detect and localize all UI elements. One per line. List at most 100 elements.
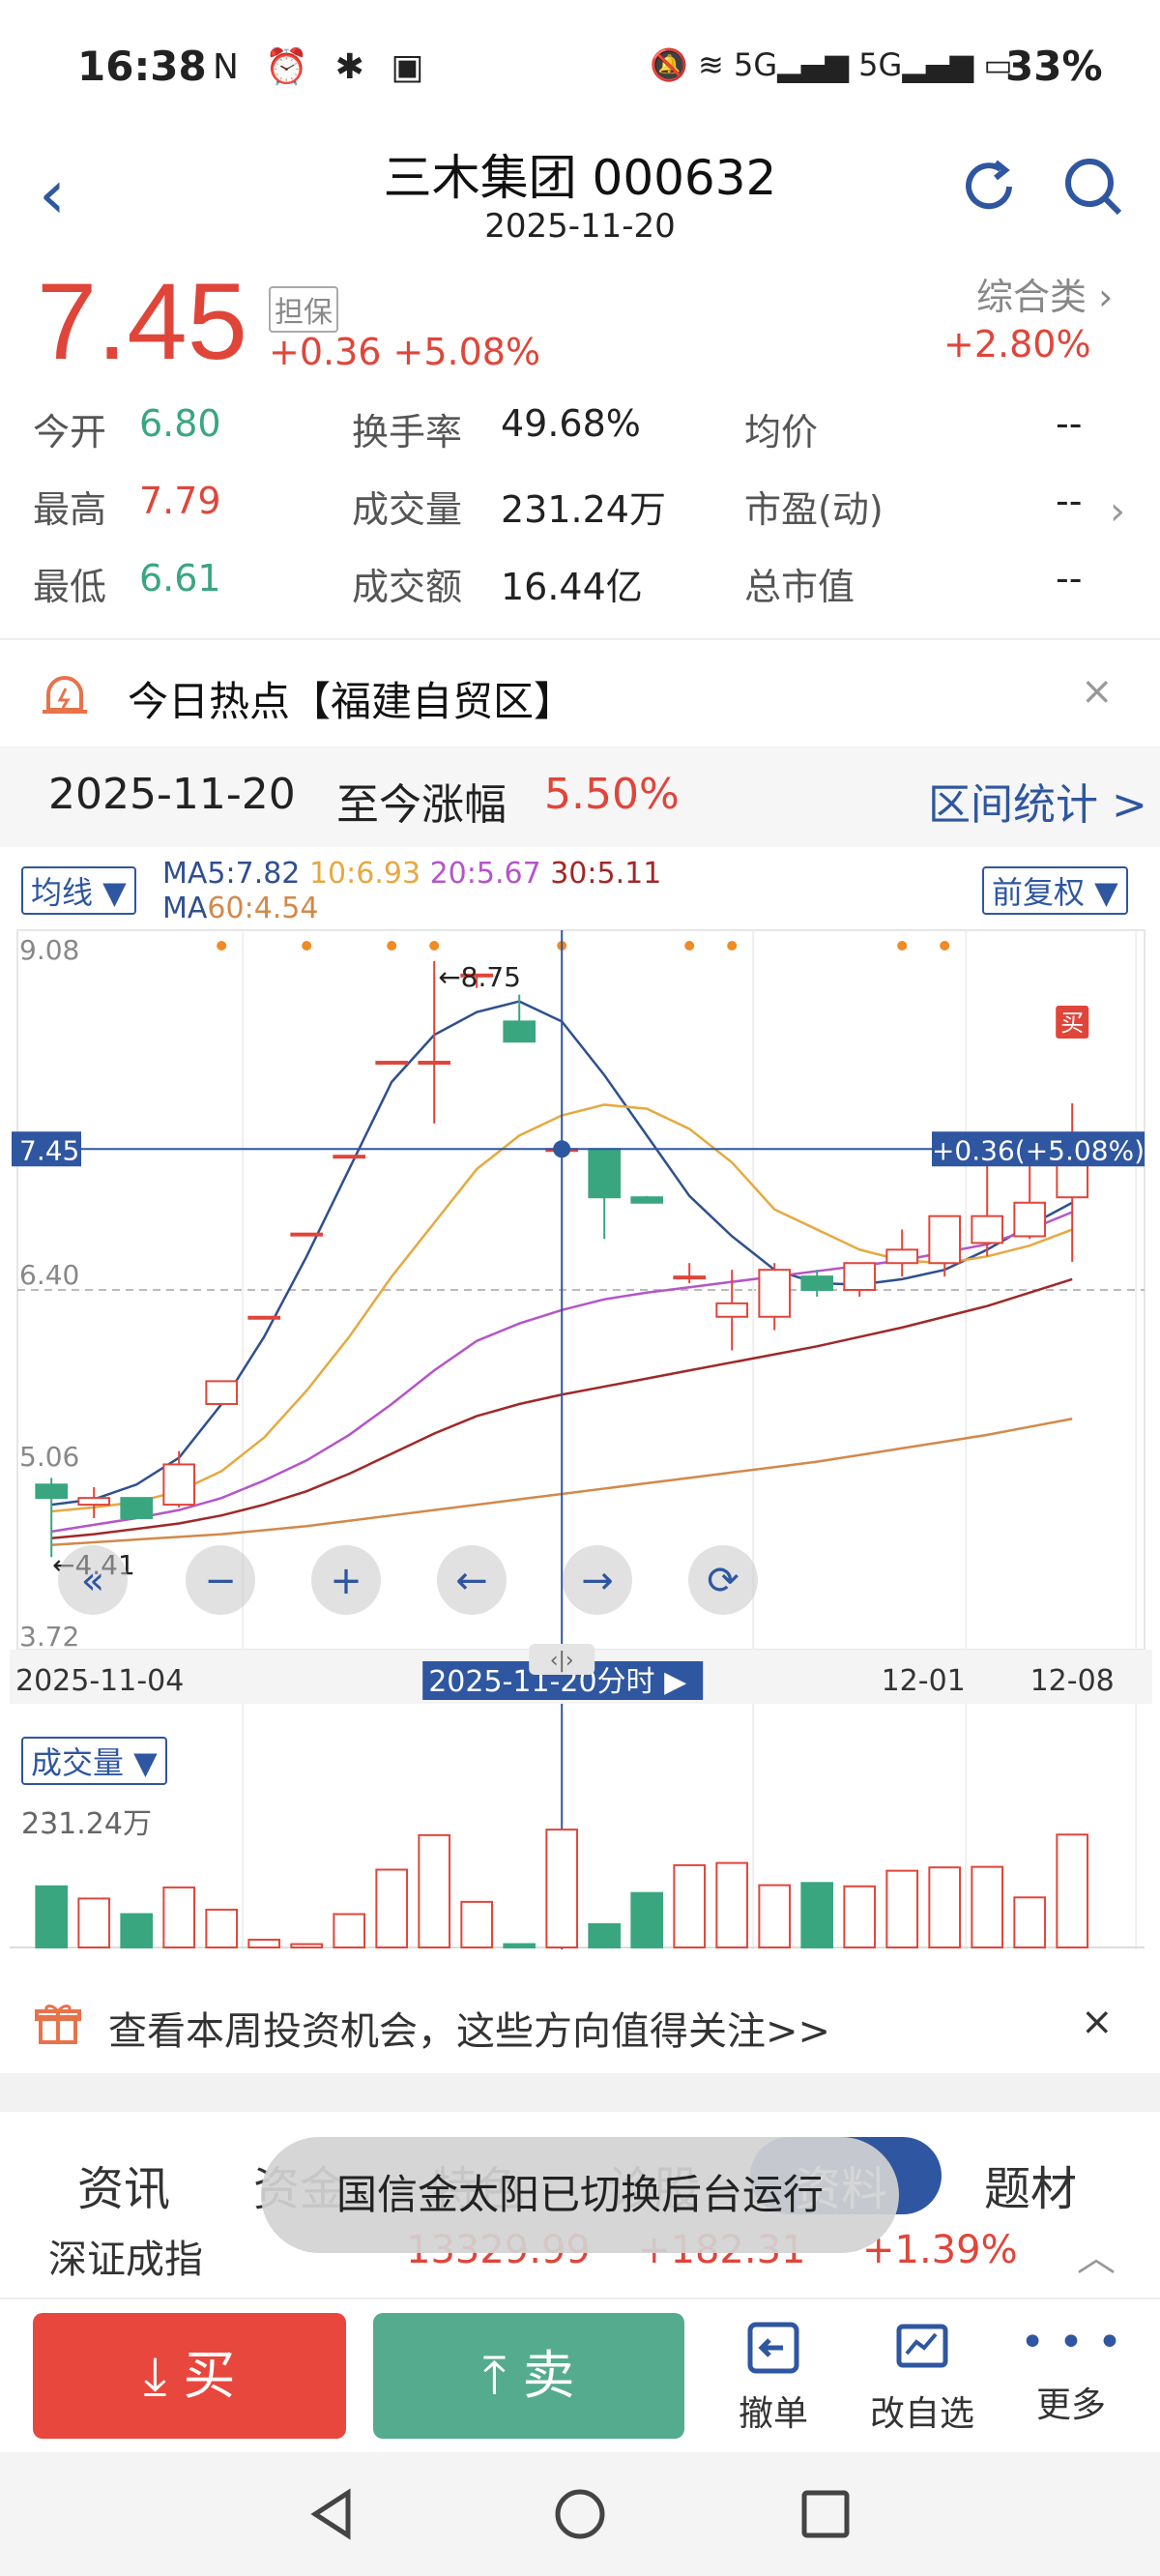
system-nav-bar	[0, 2452, 1160, 2576]
candle-body	[333, 1155, 366, 1159]
home-nav-icon[interactable]	[553, 2487, 607, 2541]
refresh-icon[interactable]	[957, 155, 1021, 219]
stat-label: 今开	[33, 411, 107, 454]
candle-body	[800, 1275, 834, 1292]
status-network-icons: 🔕 ≋ 5G▂▄▆ 5G▂▄▆ ▭	[650, 46, 1013, 83]
candle-body	[375, 1061, 409, 1066]
chart-control-icon: −	[204, 1559, 237, 1603]
adjust-selector[interactable]: 前复权 ▼	[982, 866, 1128, 915]
candle-body	[503, 1020, 536, 1043]
candle-body	[630, 1196, 664, 1204]
price-change: +0.36 +5.08%	[269, 331, 541, 373]
volume-bar	[375, 1868, 409, 1948]
x-label-start: 2025-11-04	[15, 1664, 184, 1698]
candle-body	[418, 1061, 451, 1066]
ma-selector[interactable]: 均线 ▼	[21, 866, 136, 915]
tab-news[interactable]: 资讯	[77, 2162, 171, 2216]
volume-bar	[800, 1882, 834, 1949]
event-dot	[429, 941, 440, 951]
sell-icon: ⤒	[482, 2345, 523, 2406]
back-icon[interactable]: ‹	[39, 155, 66, 234]
x-label-mid: 12-01	[882, 1664, 966, 1698]
candle-body	[928, 1215, 962, 1265]
candle-body	[460, 973, 494, 978]
volume-bar	[77, 1897, 111, 1949]
volume-bar	[35, 1885, 69, 1948]
candle-body	[205, 1380, 239, 1405]
range-stats-link[interactable]: 区间统计 >	[928, 780, 1147, 830]
stat-value: --	[1056, 402, 1083, 445]
range-bar: 2025-11-20 至今涨幅 5.50% 区间统计 >	[0, 746, 1160, 847]
y-label-mid: 6.40	[19, 1259, 79, 1291]
chart-control-icon: ←	[455, 1559, 488, 1603]
event-dot	[217, 941, 227, 951]
volume-bar	[588, 1922, 622, 1948]
volume-selector[interactable]: 成交量 ▼	[21, 1737, 167, 1785]
gift-icon	[35, 2005, 81, 2044]
volume-bar	[971, 1865, 1004, 1948]
range-date: 2025-11-20	[48, 770, 296, 819]
sell-button[interactable]: ⤒ 卖	[373, 2313, 684, 2439]
candle-body	[885, 1248, 919, 1265]
section-divider	[0, 2073, 1160, 2112]
chart-control-button	[688, 1545, 758, 1615]
volume-bar	[333, 1913, 366, 1948]
event-dot	[727, 941, 738, 951]
volume-bar	[120, 1913, 154, 1948]
hot-topic-banner[interactable]: 今日热点【福建自贸区】 ×	[0, 638, 1160, 746]
candle-body	[673, 1275, 707, 1280]
close-icon[interactable]: ×	[1081, 2000, 1114, 2044]
cancel-order-button[interactable]: 撤单	[715, 2319, 831, 2436]
volume-bar	[460, 1900, 494, 1948]
volume-bar	[630, 1891, 664, 1949]
buy-marker: 买	[1060, 1010, 1084, 1037]
volume-bar	[1013, 1896, 1047, 1948]
volume-bar	[1056, 1833, 1089, 1949]
back-nav-icon[interactable]	[305, 2487, 360, 2541]
kline-svg: 9.086.405.063.72←8.75←4.417.45+0.36(+5.0…	[10, 929, 1152, 1949]
stat-value: 7.79	[139, 480, 221, 522]
chevron-right-icon[interactable]: ›	[1110, 489, 1125, 534]
ma10-value: 10:6.93	[308, 857, 421, 891]
ma-prefix: MA	[162, 892, 208, 925]
buy-button[interactable]: ⤓ 买	[33, 2313, 346, 2439]
volume-bar	[290, 1943, 324, 1949]
sector-link[interactable]: 综合类 ›	[976, 267, 1113, 320]
stat-value: 49.68%	[501, 402, 641, 445]
tab-topics[interactable]: 题材	[984, 2162, 1078, 2216]
kline-chart-panel[interactable]: 均线 ▼ MA5:7.82 10:6.93 20:5.67 30:5.11 MA…	[0, 847, 1160, 1959]
battery-level: 33%	[1005, 43, 1103, 90]
event-dot	[387, 941, 397, 951]
drag-handle	[529, 1644, 595, 1675]
promo-banner[interactable]: 查看本周投资机会，这些方向值得关注>> ×	[0, 1973, 1160, 2073]
index-pct: +1.39%	[862, 2228, 1018, 2272]
chart-control-button	[311, 1545, 381, 1615]
chart-control-button	[437, 1545, 507, 1615]
stat-label: 成交额	[352, 566, 463, 608]
page-date: 2025-11-20	[484, 207, 676, 246]
more-button[interactable]: • • • 更多	[1013, 2319, 1129, 2427]
cursor-change-tag: +0.36(+5.08%)	[932, 1134, 1145, 1166]
hot-topic-text: 今日热点【福建自贸区】	[128, 678, 575, 725]
recents-nav-icon[interactable]	[798, 2487, 853, 2541]
stat-value: 16.44亿	[501, 566, 643, 608]
search-icon[interactable]	[1061, 155, 1125, 219]
candle-body	[758, 1269, 792, 1318]
sector-change: +2.80%	[943, 323, 1091, 366]
cursor-price-tag: 7.45	[19, 1134, 79, 1166]
toast-message: 国信金太阳已切换后台运行	[261, 2137, 899, 2253]
volume-bar	[247, 1938, 281, 1948]
chevron-right-icon: ›	[1098, 276, 1114, 318]
trade-action-bar: ⤓ 买 ⤒ 卖 撤单 改自选 • • • 更多	[0, 2298, 1160, 2454]
stat-value: 6.61	[139, 557, 221, 600]
close-icon[interactable]: ×	[1081, 669, 1114, 714]
cursor-price-tag-bg	[12, 1131, 81, 1167]
stat-value: 6.80	[139, 402, 221, 445]
chart-control-icon: +	[330, 1559, 362, 1603]
ma20-value: 20:5.67	[429, 857, 541, 891]
edit-watchlist-button[interactable]: 改自选	[864, 2319, 980, 2436]
more-icon: • • •	[1020, 2318, 1122, 2367]
index-name: 深证成指	[48, 2238, 203, 2282]
volume-bar	[545, 1829, 579, 1948]
chevron-up-icon[interactable]: ︿	[1077, 2236, 1116, 2280]
